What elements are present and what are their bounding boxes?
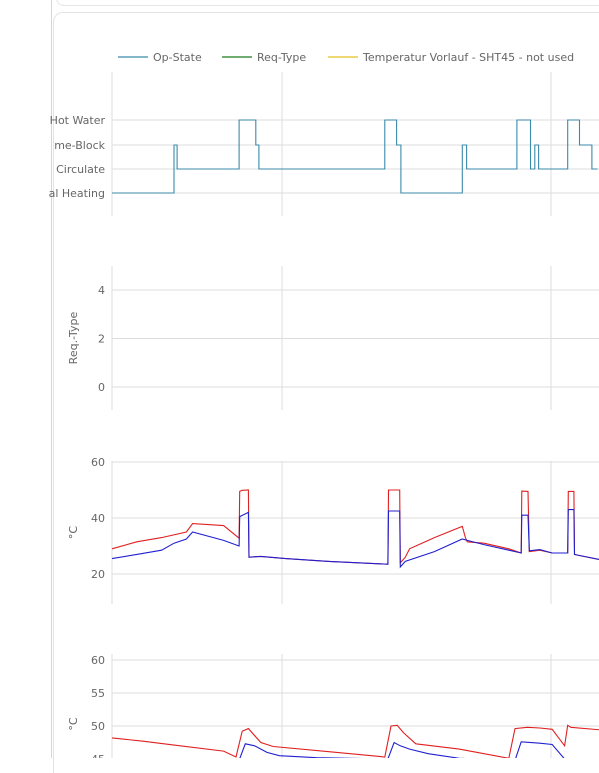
y-tick-label: Hot Water — [50, 114, 106, 127]
series-line-red — [111, 489, 599, 565]
series-line-blue — [111, 509, 599, 569]
legend-label: Temperatur Vorlauf - SHT45 - not used — [362, 51, 574, 64]
y-tick-label: 60 — [91, 654, 105, 667]
y-tick-label: 20 — [91, 568, 105, 581]
y-tick-label: 2 — [98, 333, 105, 346]
chart-card — [53, 12, 599, 773]
legend-label: Req-Type — [257, 51, 306, 64]
y-tick-label: 0 — [98, 381, 105, 394]
y-tick-label: 55 — [91, 687, 105, 700]
y-tick-label: 4 — [98, 284, 105, 297]
y-tick-label: 60 — [91, 456, 105, 469]
y-tick-label: 45 — [91, 753, 105, 758]
series-line-red — [111, 724, 599, 758]
legend-label: Op-State — [153, 51, 202, 64]
series-line-blue — [239, 741, 565, 758]
y-axis-label: °C — [67, 717, 80, 731]
left-sidebar — [0, 0, 52, 758]
y-tick-label: me-Block — [54, 139, 105, 152]
y-tick-label: 40 — [91, 512, 105, 525]
y-axis-label: °C — [67, 526, 80, 540]
y-tick-label: Circulate — [56, 163, 105, 176]
y-tick-label: al Heating — [49, 187, 105, 200]
y-tick-label: 50 — [91, 720, 105, 733]
series-line-op-state — [112, 119, 598, 194]
y-axis-label: Req.-Type — [67, 311, 80, 364]
